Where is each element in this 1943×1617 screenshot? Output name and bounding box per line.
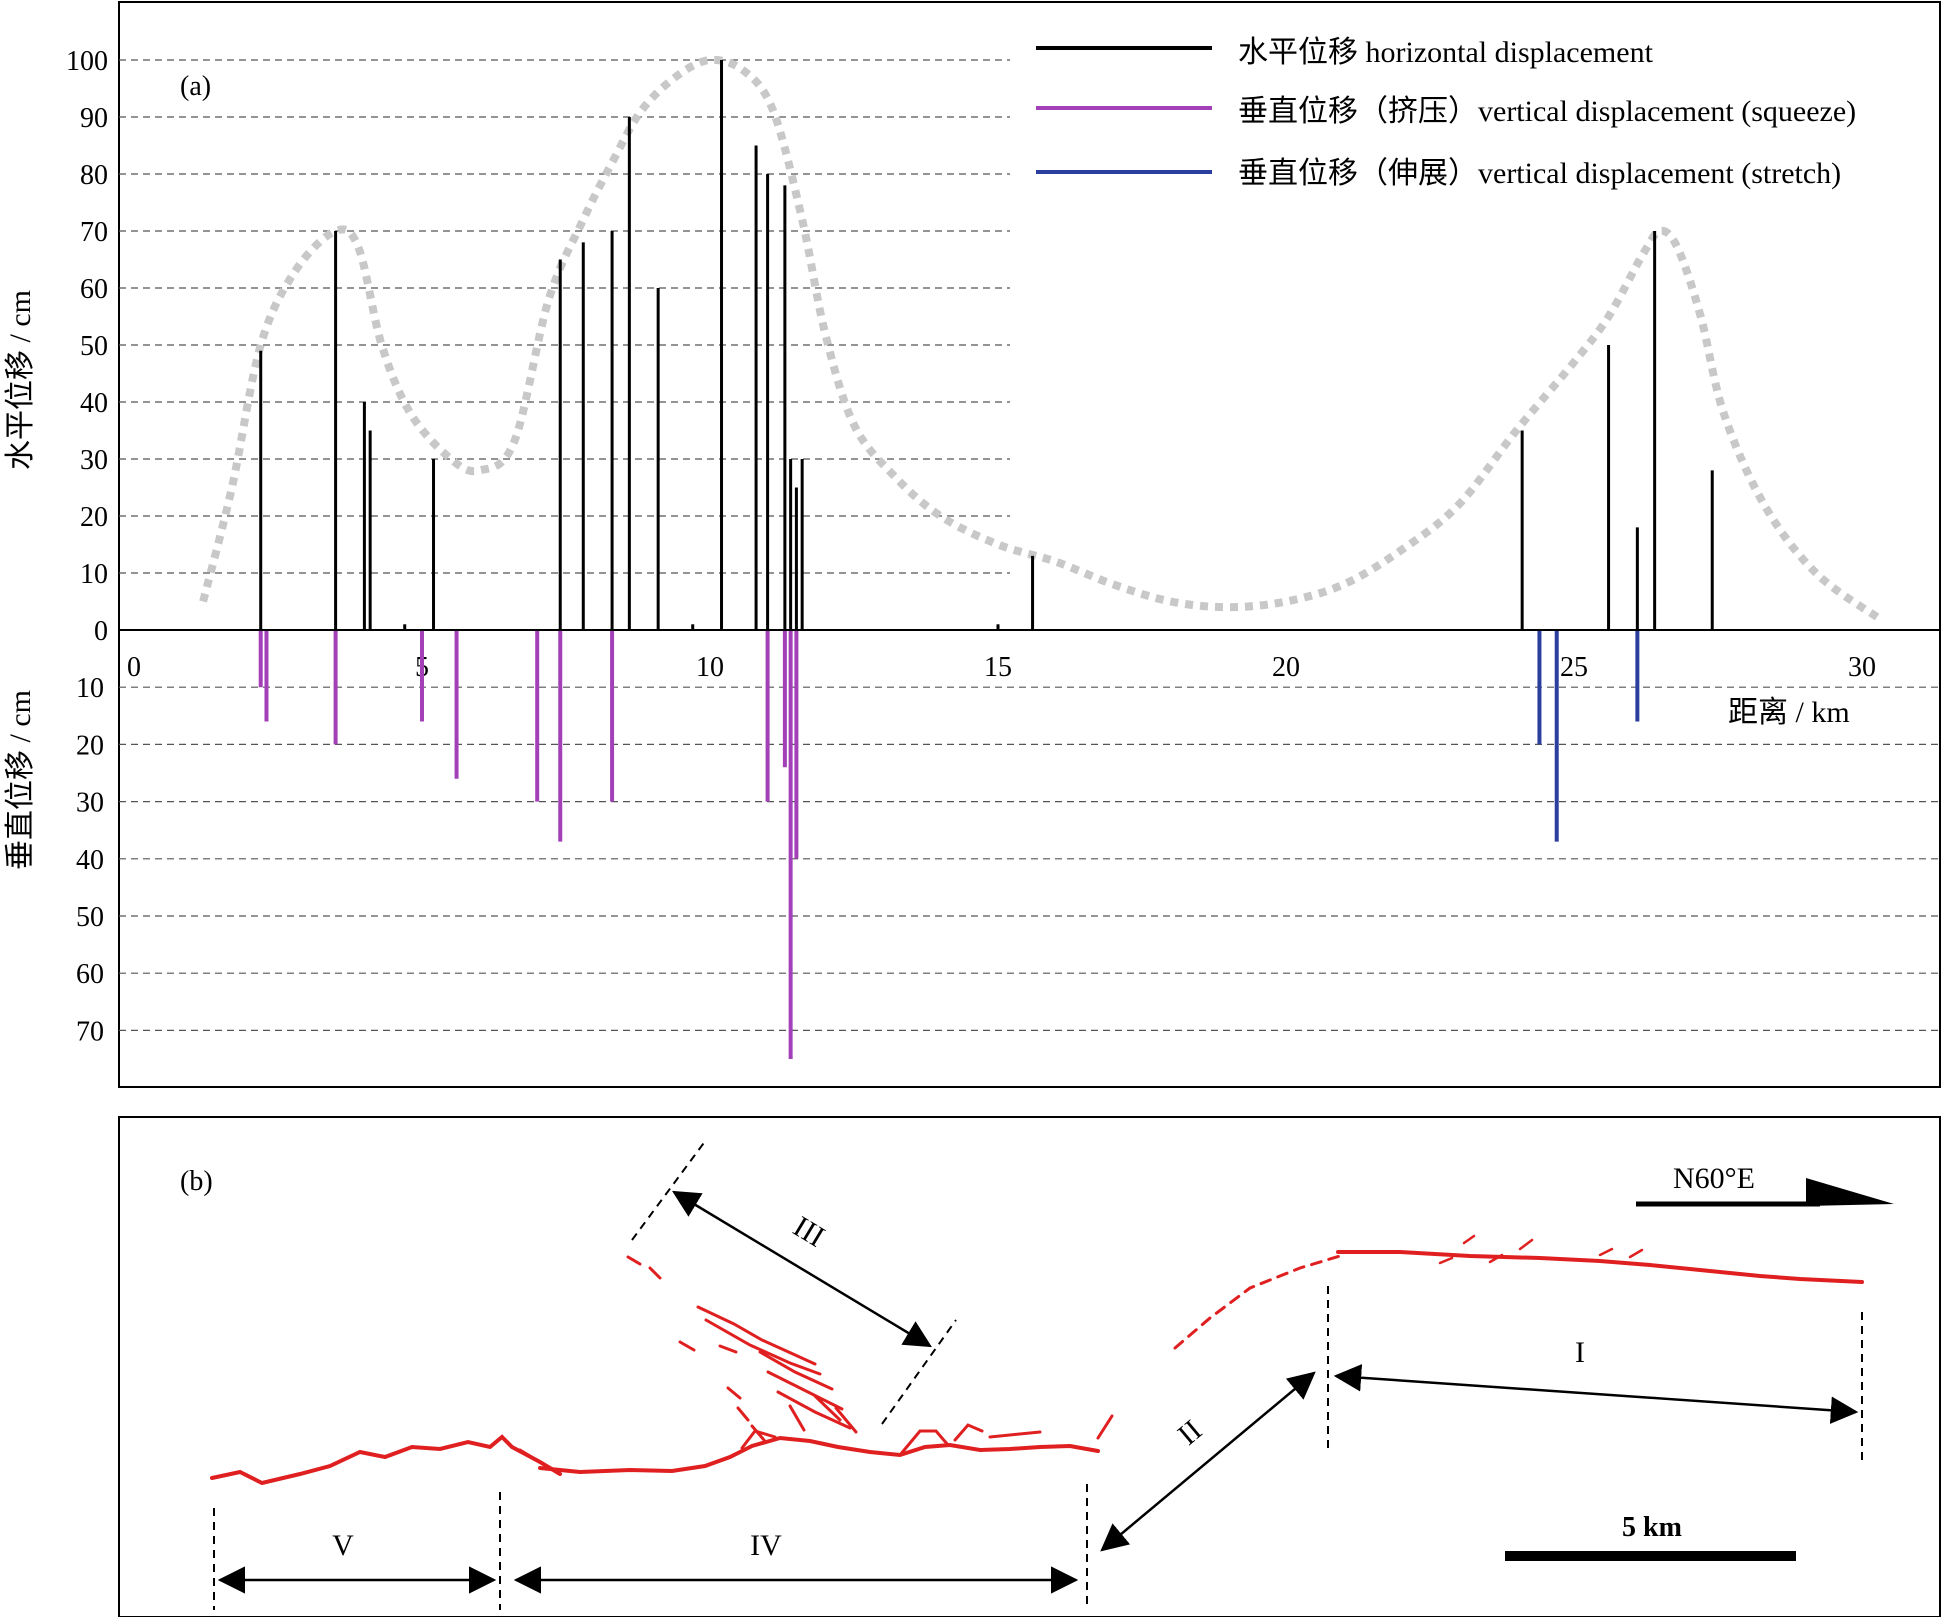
y-tick-label: 30 bbox=[80, 445, 108, 476]
y-axis-title-vertical: 垂直位移 / cm bbox=[4, 690, 37, 870]
direction-label: N60°E bbox=[1673, 1162, 1755, 1195]
rupture-trace-ii-end bbox=[1096, 1414, 1114, 1440]
y-tick-label: 40 bbox=[80, 388, 108, 419]
segment-extents bbox=[213, 1139, 1863, 1610]
rupture-trace-iii bbox=[626, 1255, 858, 1442]
segment-label-iii: III bbox=[788, 1210, 831, 1254]
scale-bar: 5 km bbox=[1505, 1512, 1796, 1561]
y-axis-title-horizontal: 水平位移 / cm bbox=[4, 290, 37, 470]
panel-b-label: (b) bbox=[180, 1166, 213, 1197]
x-tick-label: 15 bbox=[984, 652, 1012, 683]
legend-label-squeeze: 垂直位移（挤压）vertical displacement (squeeze) bbox=[1238, 95, 1856, 128]
x-tick-label: 30 bbox=[1848, 652, 1876, 683]
y-tick-label: 60 bbox=[80, 274, 108, 305]
y-tick-labels-horizontal: 0 10 20 30 40 50 60 70 80 90 100 bbox=[66, 46, 108, 647]
segment-label-ii: II bbox=[1172, 1414, 1209, 1452]
y-tick-label: 50 bbox=[76, 902, 104, 933]
x-tick-labels: 051015202530 bbox=[127, 652, 1876, 683]
panel-a-displacement-chart: 0 10 20 30 40 50 60 70 80 90 100 10 20 30 40 50 60 70 0 5… bbox=[4, 1, 1941, 1088]
scale-label: 5 km bbox=[1622, 1512, 1682, 1543]
segment-label-v: V bbox=[332, 1529, 354, 1562]
x-tick-label: 25 bbox=[1560, 652, 1588, 683]
y-tick-label: 70 bbox=[80, 217, 108, 248]
boundary-line-iii-lower bbox=[881, 1319, 957, 1425]
y-tick-label: 10 bbox=[76, 673, 104, 704]
rupture-trace-i-branches bbox=[1438, 1234, 1644, 1265]
rupture-trace-ii bbox=[1173, 1254, 1342, 1350]
y-tick-label: 100 bbox=[66, 46, 108, 77]
extent-arrow-iii bbox=[672, 1190, 932, 1348]
y-tick-label: 80 bbox=[80, 160, 108, 191]
rupture-trace-iv-branches bbox=[518, 1423, 1042, 1464]
x-tick-label: 10 bbox=[696, 652, 724, 683]
segment-label-iv: IV bbox=[750, 1529, 782, 1562]
legend-item-horizontal: 水平位移 horizontal displacement bbox=[1036, 36, 1654, 69]
y-tick-label: 70 bbox=[76, 1016, 104, 1047]
y-tick-label: 20 bbox=[80, 502, 108, 533]
x-axis-title: 距离 / km bbox=[1728, 696, 1850, 729]
direction-indicator: N60°E bbox=[1636, 1162, 1894, 1207]
y-tick-label: 50 bbox=[80, 331, 108, 362]
extent-arrow-i bbox=[1333, 1364, 1859, 1424]
y-tick-label: 30 bbox=[76, 788, 104, 819]
y-tick-labels-vertical: 10 20 30 40 50 60 70 bbox=[76, 673, 104, 1047]
panel-a-frame bbox=[118, 1, 1941, 1088]
rupture-trace-v bbox=[210, 1434, 562, 1486]
grid-top bbox=[119, 59, 1010, 574]
grid-bottom bbox=[119, 686, 1940, 1032]
y-tick-label: 60 bbox=[76, 959, 104, 990]
y-tick-label: 0 bbox=[94, 616, 108, 647]
rupture-trace-iv bbox=[538, 1435, 1100, 1475]
surface-rupture-traces bbox=[210, 1234, 1864, 1486]
legend: 水平位移 horizontal displacement 垂直位移（挤压）ver… bbox=[1036, 36, 1856, 190]
segment-label-i: I bbox=[1575, 1336, 1585, 1369]
legend-label-stretch: 垂直位移（伸展）vertical displacement (stretch) bbox=[1238, 157, 1841, 190]
panel-b-rupture-map: (b) V IV III bbox=[118, 1116, 1941, 1617]
y-tick-label: 10 bbox=[80, 559, 108, 590]
displacement-envelope-curve bbox=[199, 55, 1882, 622]
panel-b-frame bbox=[118, 1116, 1941, 1617]
legend-item-stretch: 垂直位移（伸展）vertical displacement (stretch) bbox=[1036, 157, 1841, 190]
panel-a-label: (a) bbox=[180, 71, 211, 102]
x-tick-label: 0 bbox=[127, 652, 141, 683]
direction-arrow-head bbox=[1806, 1178, 1894, 1206]
x-tick-label: 20 bbox=[1272, 652, 1300, 683]
rupture-trace-i bbox=[1336, 1250, 1864, 1284]
y-tick-label: 40 bbox=[76, 845, 104, 876]
boundary-line-iii-upper bbox=[631, 1139, 707, 1241]
displacement-bars bbox=[258, 60, 1714, 1059]
y-tick-label: 20 bbox=[76, 730, 104, 761]
extent-arrow-ii bbox=[1100, 1371, 1316, 1552]
legend-label-horizontal: 水平位移 horizontal displacement bbox=[1238, 36, 1654, 69]
y-tick-label: 90 bbox=[80, 103, 108, 134]
legend-item-squeeze: 垂直位移（挤压）vertical displacement (squeeze) bbox=[1036, 95, 1856, 128]
